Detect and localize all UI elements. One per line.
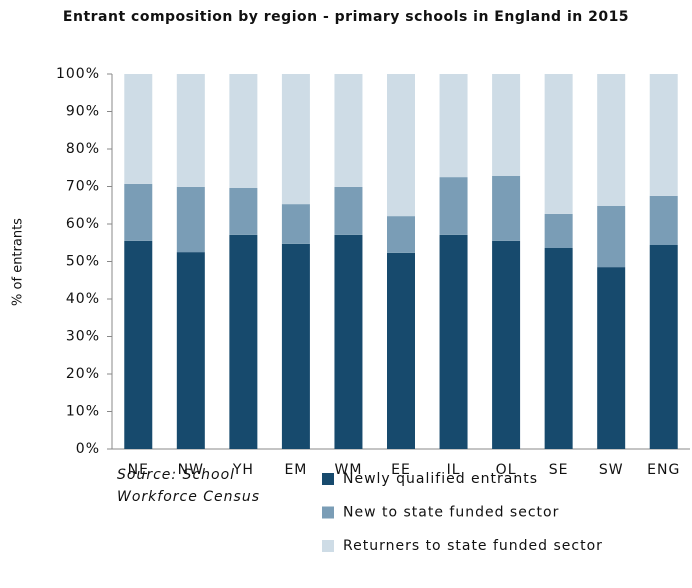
y-tick-label: 0% [76,441,100,457]
bar-segment [387,216,415,253]
y-tick-label: 10% [66,404,100,420]
x-tick-label: SW [599,462,624,478]
chart-title: Entrant composition by region - primary … [62,9,630,25]
legend-swatch [322,473,334,485]
bar-segment [334,74,363,187]
x-tick-label: WM [334,462,362,478]
bar-segment [439,74,468,178]
bar-segment [649,74,678,196]
legend-label: Returners to state funded sector [343,538,603,554]
y-axis-label: % of entrants [11,218,26,306]
y-tick-label: 60% [66,216,100,232]
bar-segment [597,74,626,206]
bar-segment [124,183,153,241]
bar-segment [229,234,258,449]
bar-segment [649,195,678,245]
y-tick-label: 40% [66,291,100,307]
bar-segment [544,213,573,248]
y-tick-label: 90% [66,104,100,120]
legend-swatch [322,540,334,552]
bar-segment [544,74,573,214]
bar-segment [281,74,310,205]
bar-segment [176,74,205,187]
x-tick-label: NE [128,462,149,478]
bar-segment [492,240,521,449]
x-tick-label: IL [447,462,461,478]
bar-segment [492,74,521,176]
bar-segment [649,245,678,449]
x-tick-label: EM [284,462,307,478]
y-tick-label: 20% [66,366,100,382]
y-tick-label: 70% [66,179,100,195]
bar-segment [439,234,468,449]
x-tick-label: OL [496,462,517,478]
legend-swatch [322,506,334,519]
bar-segment [229,74,258,188]
source-note: Source: School Workforce Census [117,467,261,505]
bar-segment [544,248,573,449]
legend-label: Newly qualified entrants [343,471,538,487]
x-tick-label: SE [549,462,569,478]
bar-segment [492,176,521,241]
x-tick-label: YH [232,462,254,478]
y-tick-label: 30% [66,329,100,345]
legend-label: New to state funded sector [343,505,559,521]
bar-segment [281,204,310,244]
bar-segment [176,252,205,449]
x-tick-label: EE [391,462,411,478]
bar-segment [229,188,258,235]
y-tick-label: 50% [66,254,100,270]
bar-segment [597,267,626,449]
x-tick-label: ENG [647,462,680,478]
bar-segment [124,240,153,449]
bar-segment [334,234,363,449]
y-tick-label: 80% [66,141,100,157]
bar-segment [439,177,468,235]
bar-segment [597,206,626,268]
bar-segment [281,243,310,449]
bar-segment [124,74,153,184]
bar-segment [387,74,415,217]
bar-segment [176,186,205,253]
x-tick-label: NW [178,462,204,478]
bar-segment [334,186,363,235]
y-tick-label: 100% [56,66,100,82]
bar-segment [387,252,415,449]
